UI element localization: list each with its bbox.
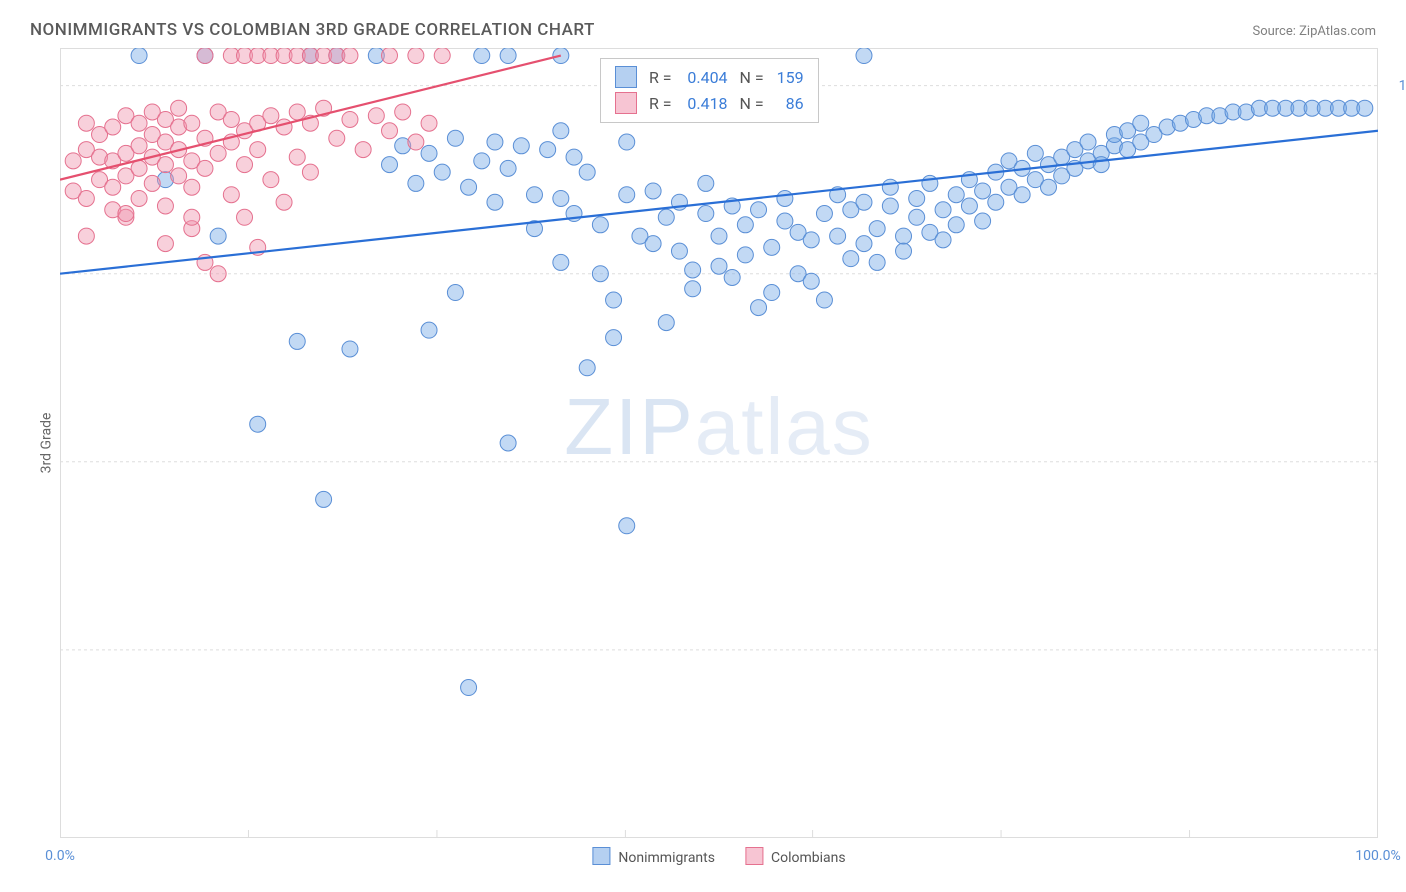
chart-title: NONIMMIGRANTS VS COLOMBIAN 3RD GRADE COR… (30, 20, 595, 40)
series-legend: Nonimmigrants Colombians (592, 847, 845, 866)
chart-header: NONIMMIGRANTS VS COLOMBIAN 3RD GRADE COR… (0, 0, 1406, 48)
x-tick-label: 0.0% (45, 848, 75, 864)
chart-source: Source: ZipAtlas.com (1252, 24, 1376, 39)
stat-row: R = 0.404 N = 159 (615, 65, 804, 91)
correlation-stats-box: R = 0.404 N = 159 R = 0.418 N = 86 (600, 58, 819, 123)
scatter-plot (60, 48, 1378, 838)
chart-area: 3rd Grade ZIPatlas 85.0%90.0%95.0%100.0%… (60, 48, 1378, 838)
y-tick-label: 100.0% (1399, 78, 1406, 94)
legend-item: Nonimmigrants (592, 847, 715, 866)
legend-item: Colombians (745, 847, 846, 866)
x-tick-label: 100.0% (1355, 848, 1400, 864)
y-axis-label: 3rd Grade (38, 413, 54, 474)
stat-row: R = 0.418 N = 86 (615, 91, 804, 117)
